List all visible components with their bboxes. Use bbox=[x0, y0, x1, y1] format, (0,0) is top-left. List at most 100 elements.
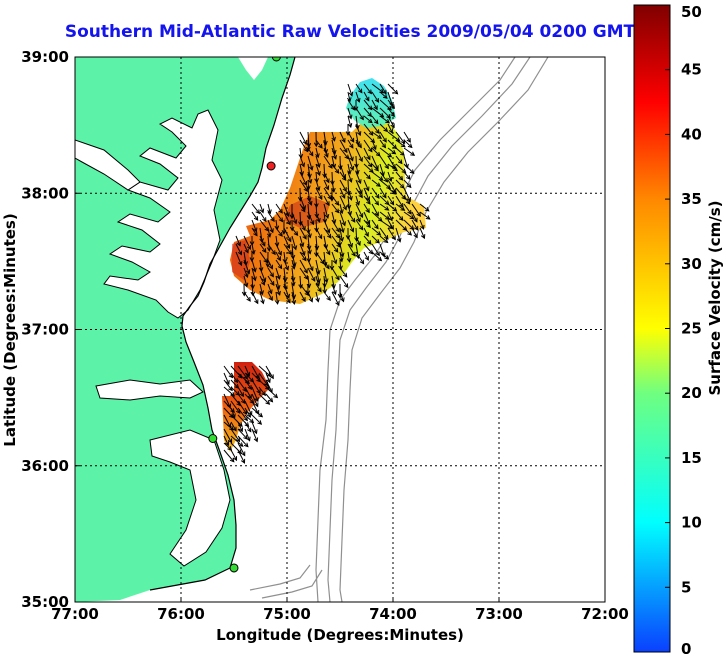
velocity-arrowhead bbox=[237, 250, 243, 256]
velocity-arrow bbox=[363, 83, 372, 94]
velocity-arrowhead bbox=[232, 426, 237, 432]
velocity-arrowhead bbox=[425, 215, 431, 220]
velocity-arrow bbox=[243, 235, 251, 250]
colorbar-tick-label: 0 bbox=[681, 640, 691, 658]
velocity-arrow bbox=[235, 235, 241, 246]
velocity-arrowhead bbox=[367, 105, 373, 111]
delaware-bay bbox=[238, 57, 268, 80]
velocity-arrow bbox=[395, 195, 404, 208]
velocity-arrowhead bbox=[377, 134, 383, 139]
velocity-arrowhead bbox=[314, 213, 320, 219]
velocity-arrowhead bbox=[318, 143, 323, 149]
velocity-arrow bbox=[403, 131, 411, 143]
velocity-arrowhead bbox=[239, 392, 244, 398]
velocity-arrowhead bbox=[382, 193, 387, 199]
velocity-arrowhead bbox=[349, 227, 355, 233]
velocity-arrow bbox=[363, 187, 370, 201]
velocity-arrowhead bbox=[347, 114, 353, 120]
velocity-arrow bbox=[371, 235, 380, 244]
velocity-arrow bbox=[259, 275, 265, 286]
velocity-arrow bbox=[244, 400, 253, 416]
velocity-arrowhead bbox=[355, 200, 360, 206]
velocity-arrow bbox=[283, 203, 290, 217]
velocity-arrow bbox=[223, 442, 232, 451]
velocity-arrow bbox=[363, 99, 373, 110]
velocity-arrow bbox=[395, 227, 401, 242]
velocity-arrow bbox=[339, 187, 346, 199]
velocity-arrowhead bbox=[332, 154, 337, 160]
velocity-arrow bbox=[323, 179, 329, 190]
velocity-arrow bbox=[243, 291, 251, 302]
velocity-arrow bbox=[387, 171, 392, 182]
velocity-arrow bbox=[315, 211, 321, 223]
velocity-arrow bbox=[258, 372, 269, 386]
velocity-arrowhead bbox=[303, 268, 308, 274]
velocity-arrow bbox=[299, 195, 306, 210]
velocity-arrowhead bbox=[367, 118, 373, 124]
velocity-arrowhead bbox=[367, 112, 373, 118]
velocity-arrowhead bbox=[368, 249, 374, 255]
velocity-arrow bbox=[347, 147, 354, 161]
velocity-arrowhead bbox=[263, 258, 268, 264]
velocity-arrow bbox=[230, 365, 243, 379]
velocity-arrow bbox=[403, 203, 412, 215]
velocity-arrow bbox=[387, 227, 396, 240]
velocity-arrow bbox=[299, 219, 306, 231]
velocity-arrow bbox=[299, 259, 308, 274]
velocity-arrow bbox=[230, 442, 242, 454]
velocity-arrowhead bbox=[261, 391, 266, 397]
velocity-arrow bbox=[371, 195, 379, 206]
velocity-arrowhead bbox=[317, 287, 322, 293]
colorbar-tick-label: 50 bbox=[681, 3, 702, 21]
velocity-arrowhead bbox=[373, 105, 378, 111]
velocity-arrowhead bbox=[249, 418, 255, 424]
velocity-arrow bbox=[403, 195, 411, 205]
velocity-arrowhead bbox=[292, 245, 298, 251]
velocity-arrowhead bbox=[335, 227, 340, 233]
velocity-arrowhead bbox=[243, 442, 249, 448]
velocity-arrow bbox=[251, 243, 255, 254]
velocity-arrow bbox=[259, 259, 263, 272]
velocity-arrowhead bbox=[225, 380, 230, 386]
velocity-arrowhead bbox=[309, 266, 314, 272]
velocity-arrow bbox=[299, 243, 306, 256]
velocity-arrow bbox=[323, 155, 333, 169]
velocity-arrowhead bbox=[388, 128, 393, 134]
velocity-arrowhead bbox=[240, 399, 246, 404]
velocity-arrowhead bbox=[306, 142, 312, 148]
velocity-arrow bbox=[395, 131, 406, 144]
velocity-arrowhead bbox=[370, 138, 376, 144]
velocity-arrow bbox=[237, 393, 246, 404]
velocity-arrowhead bbox=[318, 195, 323, 201]
velocity-arrow bbox=[299, 163, 303, 176]
velocity-arrow bbox=[275, 283, 281, 296]
velocity-arrow bbox=[347, 163, 351, 174]
velocity-arrowhead bbox=[276, 274, 281, 280]
velocity-arrow bbox=[275, 275, 280, 290]
velocity-arrow bbox=[371, 99, 378, 110]
velocity-arrowhead bbox=[274, 299, 280, 305]
velocity-arrowhead bbox=[334, 168, 340, 174]
velocity-arrowhead bbox=[310, 220, 315, 226]
velocity-arrow bbox=[347, 107, 352, 119]
velocity-arrow bbox=[379, 91, 388, 99]
velocity-arrowhead bbox=[331, 136, 336, 142]
velocity-arrow bbox=[363, 123, 374, 136]
velocity-arrow bbox=[363, 115, 373, 124]
velocity-arrow bbox=[230, 421, 237, 432]
velocity-arrow bbox=[355, 107, 364, 120]
velocity-arrowhead bbox=[388, 216, 393, 222]
velocity-arrow bbox=[299, 235, 304, 247]
velocity-arrow bbox=[371, 131, 382, 139]
velocity-arrow bbox=[363, 147, 371, 160]
velocity-arrowhead bbox=[351, 251, 356, 257]
velocity-arrowhead bbox=[261, 248, 267, 253]
velocity-arrow bbox=[299, 267, 308, 280]
velocity-arrow bbox=[291, 251, 296, 267]
velocity-arrowhead bbox=[374, 166, 379, 172]
velocity-arrow bbox=[299, 147, 302, 158]
velocity-arrow bbox=[355, 227, 358, 242]
velocity-arrowhead bbox=[285, 212, 290, 218]
velocity-arrow bbox=[267, 211, 275, 222]
velocity-arrow bbox=[363, 91, 370, 101]
